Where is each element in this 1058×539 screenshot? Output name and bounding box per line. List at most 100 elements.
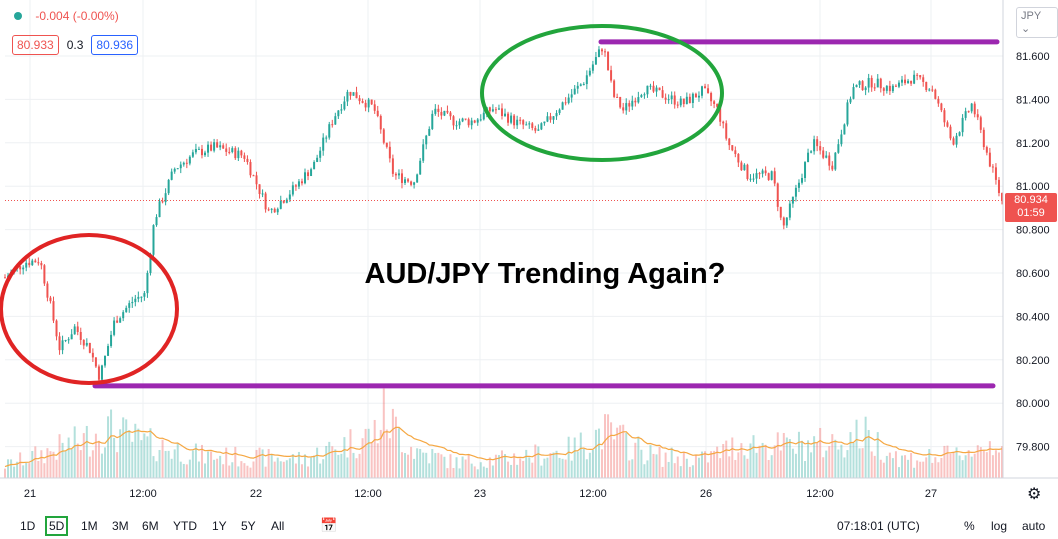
volume-bar — [716, 446, 719, 478]
volume-bar — [234, 446, 237, 478]
candle-body — [885, 85, 888, 91]
time-tick-label: 12:00 — [806, 488, 834, 500]
candle-body — [570, 94, 573, 98]
period-1d-button[interactable]: 1D — [20, 519, 36, 533]
volume-bar — [455, 457, 458, 478]
volume-bar — [561, 458, 564, 478]
candle-body — [864, 87, 867, 91]
candle-body — [216, 142, 219, 148]
time-tick-label: 23 — [474, 488, 486, 500]
volume-bar — [13, 466, 16, 478]
candle-body — [834, 152, 837, 170]
candle-body — [64, 339, 67, 341]
volume-bar — [776, 432, 779, 478]
volume-bar — [37, 460, 40, 478]
candle-body — [249, 162, 252, 176]
candle-body — [567, 97, 570, 103]
period-6m-button[interactable]: 6M — [142, 519, 159, 533]
volume-bar — [137, 428, 140, 478]
volume-bar — [907, 459, 910, 478]
candle-body — [976, 114, 979, 118]
auto-scale-toggle[interactable]: auto — [1022, 519, 1046, 533]
volume-bar — [231, 462, 234, 478]
candle-body — [243, 155, 246, 159]
volume-bar — [625, 432, 628, 478]
price-chart[interactable]: 81.600 81.400 81.200 81.000 80.800 80.600 80.4… — [0, 0, 1058, 513]
candle-body — [385, 142, 388, 147]
period-5y-button[interactable]: 5Y — [241, 519, 256, 533]
volume-bar — [52, 451, 55, 478]
volume-bar — [985, 452, 988, 478]
candle-body — [891, 85, 894, 92]
volume-bar — [849, 432, 852, 478]
time-axis: 21 12:00 22 12:00 23 12:00 26 12:00 27 — [0, 477, 1058, 500]
candle-body — [649, 85, 652, 87]
candle-body — [188, 156, 191, 164]
gear-icon[interactable]: ⚙ — [1027, 486, 1042, 503]
volume-bar — [728, 456, 731, 478]
candle-body — [958, 132, 961, 136]
candle-body — [585, 75, 588, 85]
volume-bar — [910, 452, 913, 478]
candle-body — [367, 99, 370, 108]
candle-body — [931, 89, 934, 91]
candle-body — [504, 113, 507, 117]
candle-body — [434, 108, 437, 114]
volume-bar — [891, 458, 894, 478]
currency-selector[interactable]: JPY ⌄ — [1016, 7, 1058, 38]
price-change-info: -0.004 (-0.00%) — [14, 8, 119, 23]
candle-body — [273, 208, 276, 213]
candle-body — [704, 86, 707, 89]
bid-price-button[interactable]: 80.933 — [12, 35, 59, 55]
candle-body — [528, 123, 531, 125]
volume-bar — [167, 450, 170, 478]
volume-bar — [864, 416, 867, 478]
period-3m-button[interactable]: 3M — [112, 519, 129, 533]
volume-bar — [882, 462, 885, 478]
volume-bar — [425, 452, 428, 478]
candle-body — [310, 169, 313, 177]
volume-bar — [531, 462, 534, 478]
candle-body — [131, 302, 134, 304]
candle-body — [719, 106, 722, 122]
period-ytd-button[interactable]: YTD — [173, 519, 197, 533]
candle-body — [934, 89, 937, 99]
volume-bar — [804, 461, 807, 478]
volume-bar — [543, 458, 546, 478]
volume-bar — [110, 409, 113, 478]
volume-bar — [273, 461, 276, 478]
candle-body — [604, 51, 607, 53]
period-1y-button[interactable]: 1Y — [212, 519, 227, 533]
volume-bar — [710, 451, 713, 478]
volume-bar — [310, 457, 313, 478]
candle-body — [104, 355, 107, 366]
volume-bar — [122, 417, 125, 478]
volume-bar — [749, 443, 752, 478]
period-all-button[interactable]: All — [271, 519, 285, 533]
candle-body — [722, 121, 725, 124]
calendar-range-icon[interactable]: 📅 — [320, 517, 338, 533]
volume-bar — [446, 468, 449, 478]
volume-bar — [364, 428, 367, 478]
ask-price-button[interactable]: 80.936 — [91, 35, 139, 55]
candle-body — [800, 178, 803, 183]
period-5d-button[interactable]: 5D — [45, 516, 69, 536]
volume-bar — [70, 449, 73, 478]
period-1m-button[interactable]: 1M — [81, 519, 98, 533]
candle-body — [755, 173, 758, 179]
candle-body — [876, 78, 879, 88]
volume-bar — [834, 439, 837, 478]
candle-body — [155, 217, 158, 226]
time-tick-label: 12:00 — [129, 488, 157, 500]
candle-body — [258, 184, 261, 195]
candle-body — [22, 267, 25, 270]
volume-bar — [261, 449, 264, 478]
volume-bar — [485, 467, 488, 478]
candle-body — [197, 148, 200, 150]
candle-body — [440, 111, 443, 116]
candle-body — [328, 124, 331, 138]
percent-scale-toggle[interactable]: % — [964, 519, 975, 533]
log-scale-toggle[interactable]: log — [991, 519, 1008, 533]
spread-value: 0.3 — [66, 38, 84, 52]
candle-body — [110, 334, 113, 347]
